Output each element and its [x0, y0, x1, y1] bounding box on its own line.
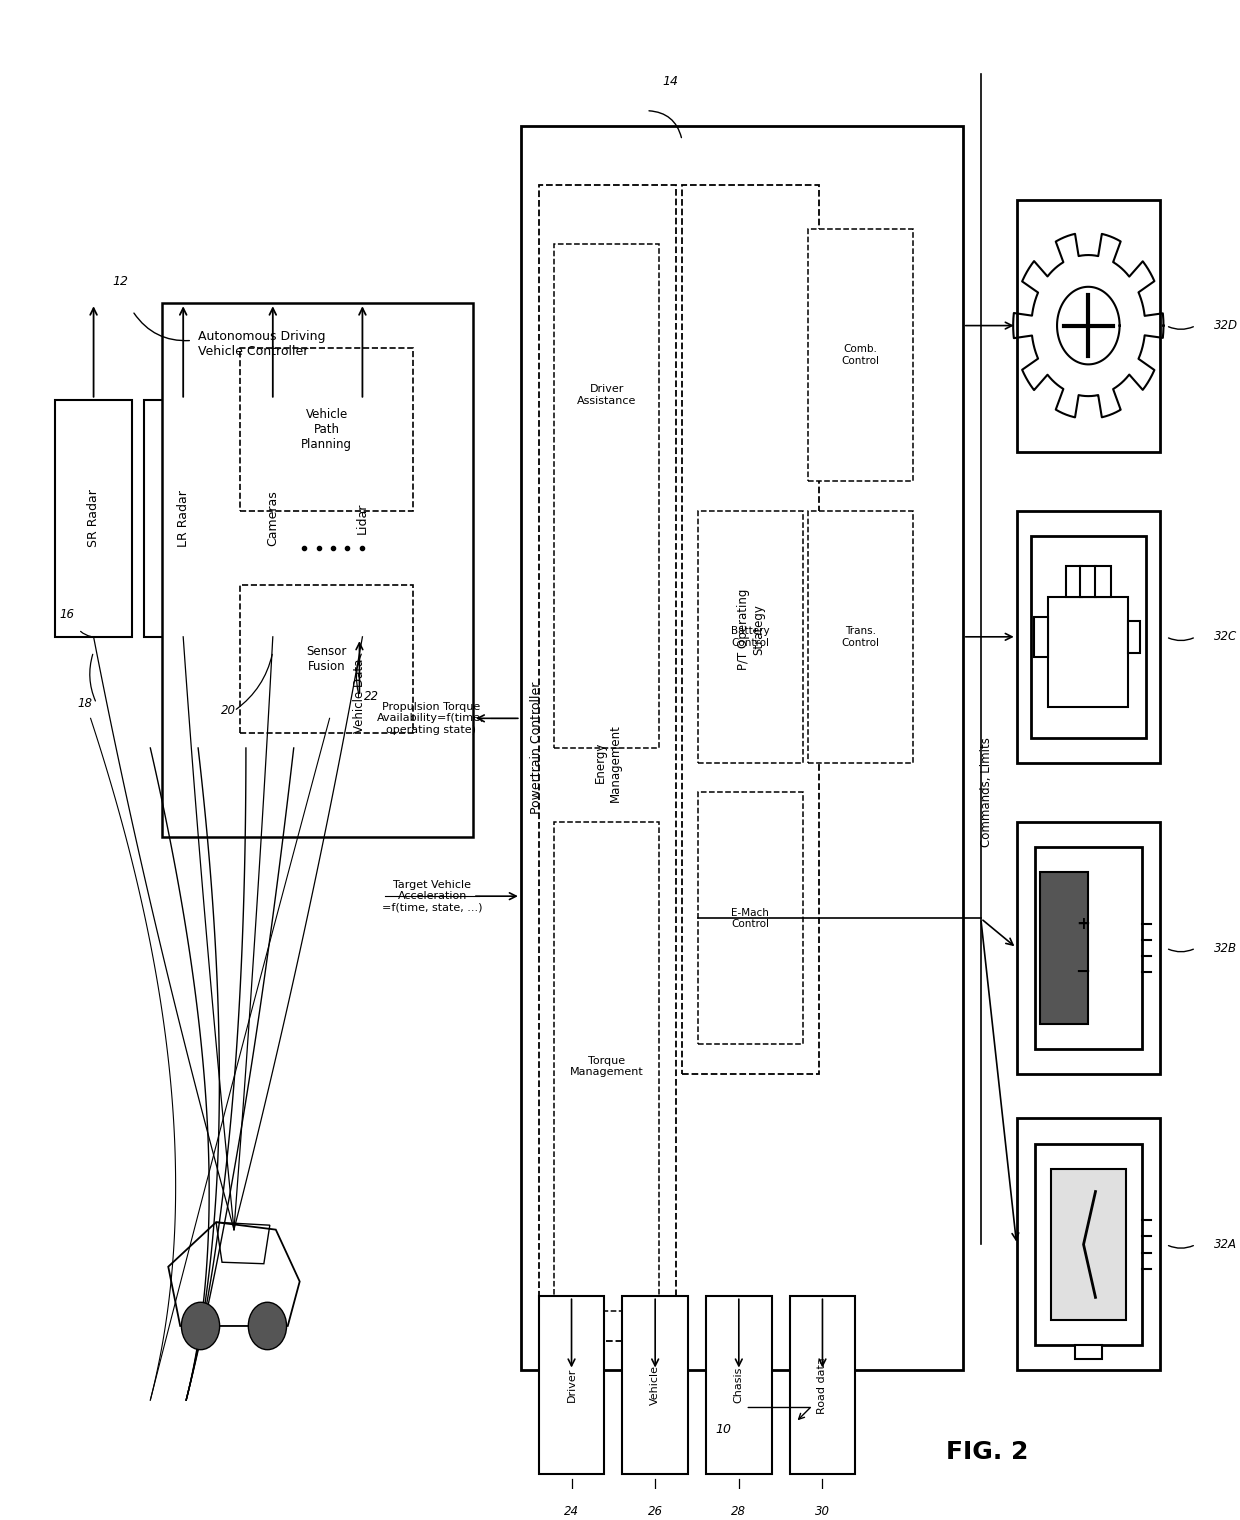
- Text: Comb.
Control: Comb. Control: [841, 345, 879, 366]
- Bar: [144, 400, 222, 637]
- Bar: [241, 348, 413, 511]
- Text: Commands, Limits: Commands, Limits: [981, 737, 993, 847]
- Text: SR Radar: SR Radar: [87, 489, 100, 547]
- Bar: [241, 585, 413, 733]
- Bar: [1030, 537, 1146, 737]
- Bar: [698, 792, 802, 1044]
- Bar: [1017, 511, 1159, 763]
- Bar: [698, 511, 802, 763]
- Bar: [807, 511, 913, 763]
- Bar: [1080, 567, 1096, 596]
- Text: Vehicle: Vehicle: [650, 1365, 660, 1406]
- Bar: [554, 822, 660, 1312]
- Bar: [1034, 847, 1142, 1049]
- Bar: [554, 245, 660, 748]
- Text: Sensor
Fusion: Sensor Fusion: [306, 644, 347, 673]
- Text: −: −: [1075, 964, 1090, 982]
- Text: 12: 12: [113, 275, 129, 287]
- Bar: [162, 304, 472, 838]
- Text: P/T Operating
Strategy: P/T Operating Strategy: [737, 588, 765, 670]
- Circle shape: [181, 1303, 219, 1350]
- Text: Propulsion Torque
Availability=f(time,
operating state): Propulsion Torque Availability=f(time, o…: [377, 702, 485, 736]
- Text: 22: 22: [363, 690, 379, 702]
- Text: Vehicle Data: Vehicle Data: [353, 658, 366, 733]
- Text: +: +: [1076, 915, 1090, 933]
- Text: 20: 20: [221, 704, 236, 717]
- Text: FIG. 2: FIG. 2: [946, 1439, 1028, 1464]
- Bar: [1075, 1345, 1102, 1359]
- Text: Trans.
Control: Trans. Control: [841, 626, 879, 648]
- Text: Torque
Management: Torque Management: [570, 1056, 644, 1078]
- Bar: [538, 185, 676, 1341]
- Text: Powertrain Controller: Powertrain Controller: [529, 682, 543, 815]
- Bar: [1017, 1119, 1159, 1371]
- Bar: [1040, 872, 1089, 1023]
- Bar: [55, 400, 133, 637]
- Text: 16: 16: [60, 608, 74, 622]
- Text: LR Radar: LR Radar: [176, 489, 190, 547]
- Text: 28: 28: [732, 1505, 746, 1518]
- Bar: [790, 1297, 856, 1474]
- Text: 32D: 32D: [1214, 319, 1238, 331]
- Bar: [1048, 596, 1128, 707]
- Text: Lidar: Lidar: [356, 503, 370, 534]
- Text: 32A: 32A: [1214, 1237, 1238, 1251]
- Text: 14: 14: [662, 74, 678, 88]
- Bar: [1034, 617, 1048, 657]
- Text: 18: 18: [77, 698, 92, 710]
- Text: Vehicle
Path
Planning: Vehicle Path Planning: [301, 407, 352, 451]
- Bar: [1066, 567, 1083, 596]
- Bar: [807, 230, 913, 482]
- Circle shape: [248, 1303, 286, 1350]
- Text: E-Mach
Control: E-Mach Control: [732, 907, 769, 929]
- Text: 10: 10: [715, 1423, 732, 1436]
- Text: 26: 26: [647, 1505, 662, 1518]
- Text: 32C: 32C: [1214, 631, 1238, 643]
- Text: Energy
Management: Energy Management: [594, 724, 621, 801]
- Text: Target Vehicle
Acceleration
=f(time, state, ...): Target Vehicle Acceleration =f(time, sta…: [382, 880, 482, 914]
- Text: Chasis: Chasis: [734, 1366, 744, 1403]
- Bar: [622, 1297, 688, 1474]
- Text: Driver
Assistance: Driver Assistance: [577, 385, 636, 406]
- Bar: [706, 1297, 771, 1474]
- Text: Road data: Road data: [817, 1357, 827, 1414]
- Bar: [1034, 1143, 1142, 1345]
- Text: 32B: 32B: [1214, 941, 1238, 955]
- Bar: [1017, 822, 1159, 1075]
- Text: 30: 30: [815, 1505, 830, 1518]
- Bar: [538, 1297, 604, 1474]
- Text: Cameras: Cameras: [267, 491, 279, 546]
- Bar: [234, 400, 311, 637]
- Bar: [1050, 1169, 1126, 1319]
- Bar: [521, 126, 962, 1371]
- Text: Autonomous Driving
Vehicle Controller: Autonomous Driving Vehicle Controller: [198, 330, 326, 359]
- Text: Battery
Control: Battery Control: [730, 626, 770, 648]
- Bar: [1128, 620, 1140, 654]
- Text: Driver: Driver: [567, 1368, 577, 1403]
- Text: 24: 24: [564, 1505, 579, 1518]
- Bar: [1095, 567, 1111, 596]
- Bar: [324, 400, 402, 637]
- Bar: [682, 185, 820, 1075]
- Bar: [1017, 199, 1159, 451]
